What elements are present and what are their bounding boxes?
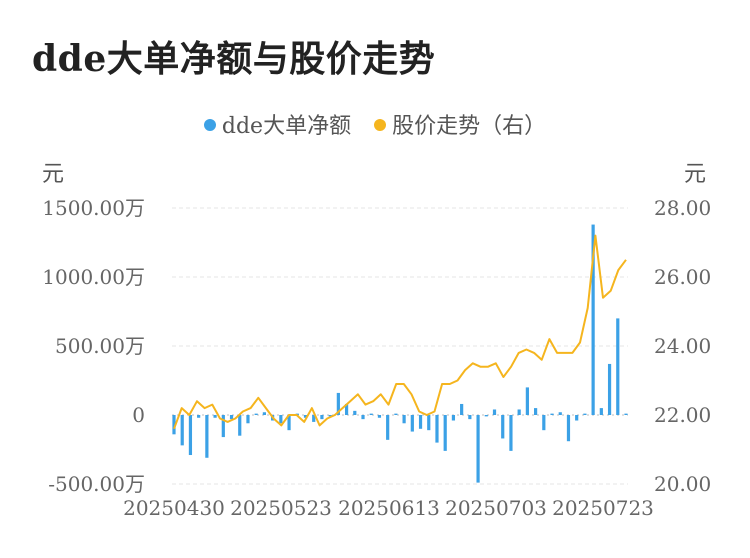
- dde-bar: [246, 415, 250, 424]
- dde-bar: [476, 415, 480, 483]
- y-left-tick-label: 1000.00万: [42, 265, 145, 289]
- dde-bar: [525, 387, 529, 415]
- dde-bar: [534, 408, 538, 415]
- dde-bar: [172, 415, 176, 435]
- dde-bar: [353, 410, 357, 415]
- dde-bar: [583, 413, 587, 415]
- dde-bar: [468, 415, 472, 420]
- x-tick-label: 20250430: [123, 496, 225, 520]
- chart-legend: dde大单净额 股价走势（右）: [0, 108, 750, 140]
- dde-bar: [377, 415, 382, 418]
- dde-bar: [238, 415, 242, 436]
- dde-bar: [320, 415, 324, 420]
- dde-bar: [254, 413, 258, 415]
- dde-bar: [492, 409, 497, 415]
- dde-bar: [369, 413, 373, 415]
- dde-bar: [188, 415, 193, 456]
- dde-bar: [509, 415, 513, 451]
- dde-bar: [624, 413, 628, 415]
- y-left-tick-label: -500.00万: [48, 472, 145, 496]
- y-right-tick-label: 24.00: [654, 334, 711, 358]
- legend-item-price[interactable]: 股价走势（右）: [374, 108, 546, 140]
- x-tick-label: 20250723: [552, 496, 654, 520]
- legend-dot-dde: [203, 119, 216, 131]
- dde-bar: [213, 415, 217, 418]
- legend-dot-price: [374, 119, 387, 131]
- dde-bar: [336, 392, 340, 415]
- y-left-tick-label: 0: [132, 403, 145, 427]
- dde-bar: [566, 415, 571, 442]
- dde-bar: [451, 415, 456, 421]
- right-axis-unit: 元: [684, 162, 707, 187]
- left-axis-unit: 元: [42, 162, 65, 187]
- dde-bar: [616, 318, 620, 415]
- chart-title: dde大单净额与股价走势: [32, 38, 436, 80]
- dde-bar: [180, 415, 184, 446]
- dde-bar: [550, 413, 554, 415]
- x-tick-label: 20250703: [445, 496, 547, 520]
- y-right-tick-label: 26.00: [654, 265, 711, 289]
- dde-bar: [501, 415, 505, 439]
- dde-bar: [287, 415, 291, 431]
- dde-bar: [575, 415, 579, 421]
- dde-bar: [558, 412, 562, 415]
- dde-bar: [427, 415, 431, 431]
- dde-bar: [402, 415, 406, 424]
- dde-bar: [197, 415, 201, 418]
- dde-bar: [410, 415, 414, 432]
- dde-bar: [386, 415, 390, 440]
- dde-bar: [312, 415, 316, 422]
- x-tick-label: 20250523: [230, 496, 332, 520]
- y-right-tick-label: 22.00: [654, 403, 711, 427]
- dde-bar: [418, 415, 423, 429]
- dde-bar: [328, 415, 332, 417]
- dde-bar: [599, 408, 603, 415]
- legend-label-dde: dde大单净额: [221, 114, 352, 139]
- dde-bar: [361, 415, 365, 420]
- dde-bar: [484, 415, 488, 417]
- legend-label-price: 股价走势（右）: [392, 114, 547, 139]
- dde-bar: [607, 363, 612, 415]
- dde-bar: [542, 415, 546, 431]
- legend-item-dde[interactable]: dde大单净额: [203, 108, 352, 140]
- dde-bar: [229, 415, 234, 420]
- dde-bar: [517, 409, 521, 415]
- dde-bar: [460, 403, 464, 415]
- dde-bar: [279, 415, 283, 424]
- dde-bar: [344, 403, 349, 415]
- dde-bar: [221, 415, 225, 438]
- y-right-tick-label: 28.00: [654, 196, 711, 220]
- dde-bar: [591, 224, 595, 415]
- dde-bar: [205, 415, 209, 458]
- y-left-tick-label: 500.00万: [55, 334, 145, 358]
- y-left-tick-label: 1500.00万: [42, 196, 145, 220]
- dde-bar: [435, 415, 439, 443]
- price-line: [173, 234, 627, 430]
- y-right-tick-label: 20.00: [654, 472, 711, 496]
- dde-bar: [262, 412, 266, 415]
- dde-bar: [443, 415, 447, 451]
- dde-bar: [303, 415, 308, 418]
- x-tick-label: 20250613: [338, 496, 440, 520]
- dde-bar: [394, 413, 398, 415]
